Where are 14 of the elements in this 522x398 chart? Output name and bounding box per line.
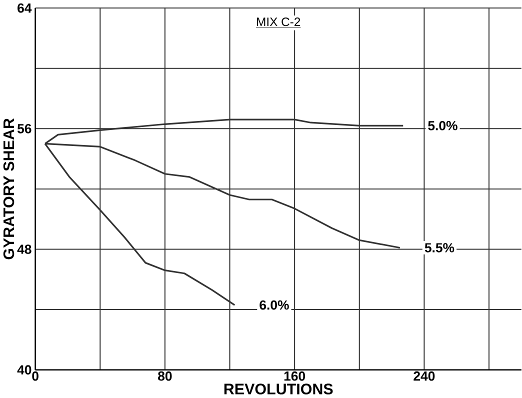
x-tick-label: 160 [284, 371, 306, 381]
y-tick-label: 48 [17, 244, 32, 254]
x-tick-label: 0 [32, 371, 38, 381]
series-label: 6.0% [260, 300, 289, 310]
x-tick-label: 80 [158, 371, 172, 381]
y-tick-label: 56 [17, 124, 32, 134]
series-label: 5.0% [428, 121, 458, 130]
series-label: 5.5% [424, 243, 454, 252]
y-tick-label: 64 [18, 3, 32, 13]
text: MIX C-2 [257, 18, 300, 26]
y-axis-title: GYRATORY SHEAR [3, 118, 14, 260]
x-axis-title: REVOLUTIONS [224, 384, 333, 395]
y-tick-label: 40 [17, 365, 32, 375]
x-tick-label: 240 [414, 371, 435, 381]
